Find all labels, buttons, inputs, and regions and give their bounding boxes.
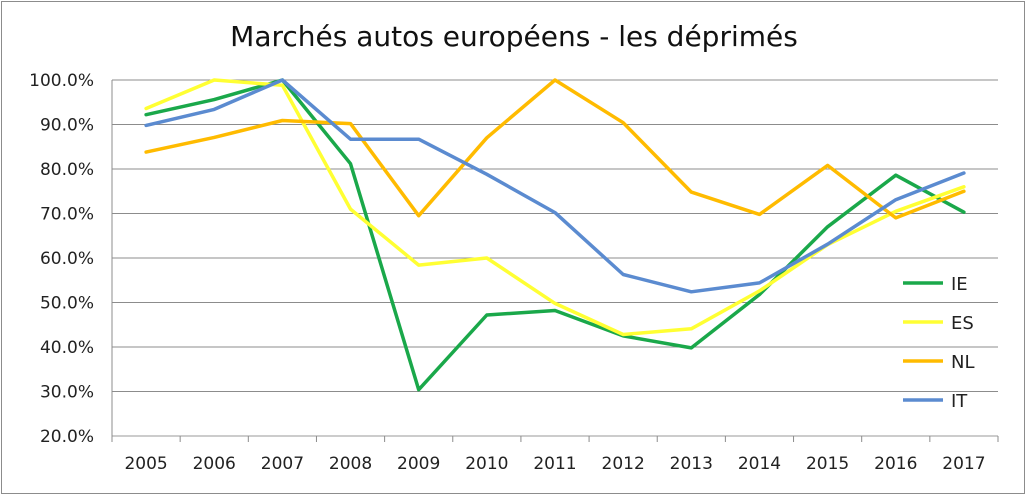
legend: IE ES NL IT xyxy=(903,274,975,412)
x-tick-label: 2005 xyxy=(124,454,167,474)
y-axis-ticks: 20.0% 30.0% 40.0% 50.0% 60.0% 70.0% 80.0% 90.0%… xyxy=(29,71,94,447)
x-tick-label: 2007 xyxy=(261,454,304,474)
x-tick-label: 2006 xyxy=(193,454,236,474)
series-line-nl xyxy=(144,78,966,220)
y-tick-label: 30.0% xyxy=(40,383,94,403)
x-tick-label: 2014 xyxy=(738,454,781,474)
y-tick-label: 80.0% xyxy=(40,160,94,180)
series-line-it xyxy=(144,78,966,294)
chart-title: Marchés autos européens - les déprimés xyxy=(230,20,798,53)
x-tick-label: 2015 xyxy=(806,454,849,474)
x-tick-label: 2016 xyxy=(874,454,917,474)
y-tick-label: 50.0% xyxy=(40,294,94,314)
y-tick-label: 90.0% xyxy=(40,116,94,136)
x-tick-label: 2009 xyxy=(397,454,440,474)
grid-lines xyxy=(111,79,998,437)
x-tick-label: 2008 xyxy=(329,454,372,474)
x-axis-ticks: 2005 2006 2007 2008 2009 2010 2011 2012 2013 2014… xyxy=(111,436,999,474)
y-tick-label: 70.0% xyxy=(40,205,94,225)
y-tick-label: 20.0% xyxy=(40,427,94,447)
x-tick-label: 2013 xyxy=(670,454,713,474)
x-tick-label: 2010 xyxy=(465,454,508,474)
series-line-es xyxy=(144,78,966,337)
x-tick-label: 2011 xyxy=(533,454,576,474)
legend-label-it: IT xyxy=(951,391,968,412)
x-tick-label: 2017 xyxy=(942,454,985,474)
legend-label-ie: IE xyxy=(951,274,968,295)
y-tick-label: 40.0% xyxy=(40,338,94,358)
legend-label-nl: NL xyxy=(951,352,975,373)
x-tick-label: 2012 xyxy=(602,454,645,474)
legend-label-es: ES xyxy=(951,313,974,334)
y-tick-label: 60.0% xyxy=(40,249,94,269)
y-tick-label: 100.0% xyxy=(29,71,94,91)
series-lines xyxy=(144,78,966,392)
